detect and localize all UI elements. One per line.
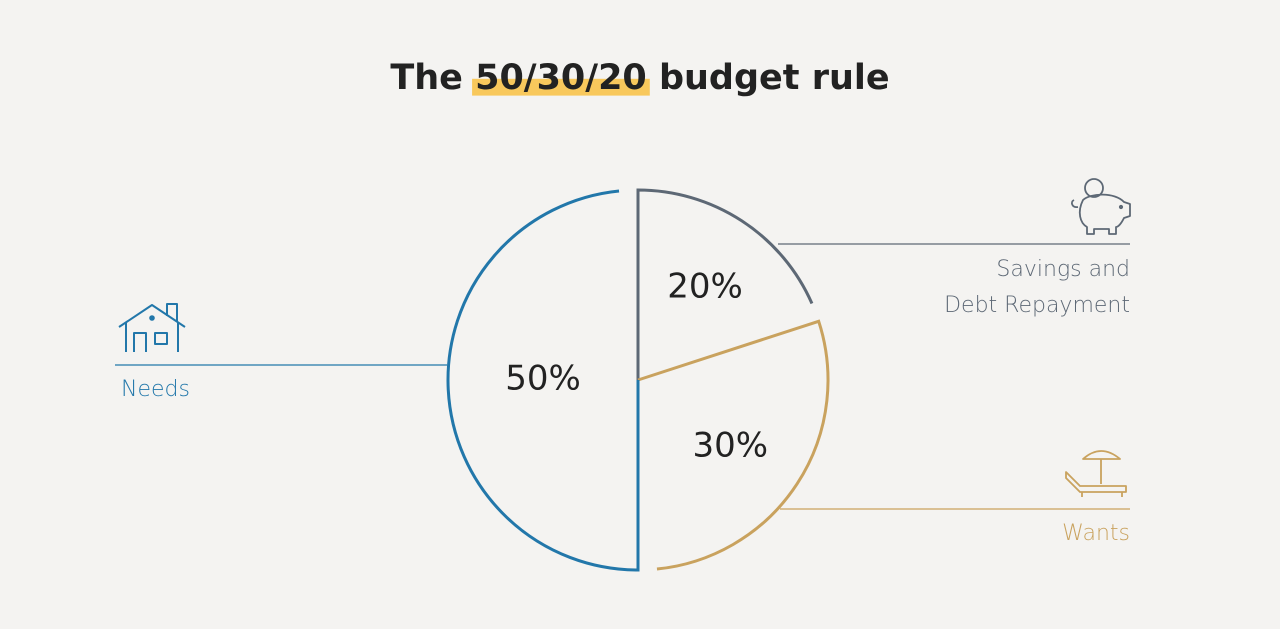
title-highlight xyxy=(472,78,650,96)
pie-slice xyxy=(446,189,640,572)
house-icon xyxy=(118,303,186,352)
value-label: 20% xyxy=(667,266,743,306)
pie-slice xyxy=(636,188,814,380)
value-label: 50% xyxy=(505,359,581,399)
beach-chair-icon xyxy=(1065,450,1127,497)
pie-slice xyxy=(637,319,830,571)
category-label: Savings and Debt Repayment xyxy=(944,257,1130,318)
value-label: 30% xyxy=(692,426,768,466)
chart-title: The 50/30/20 budget rule xyxy=(390,58,889,98)
category-label: Wants xyxy=(1062,521,1130,546)
category-label: Needs xyxy=(121,377,190,402)
piggy-bank-icon xyxy=(1071,178,1131,235)
